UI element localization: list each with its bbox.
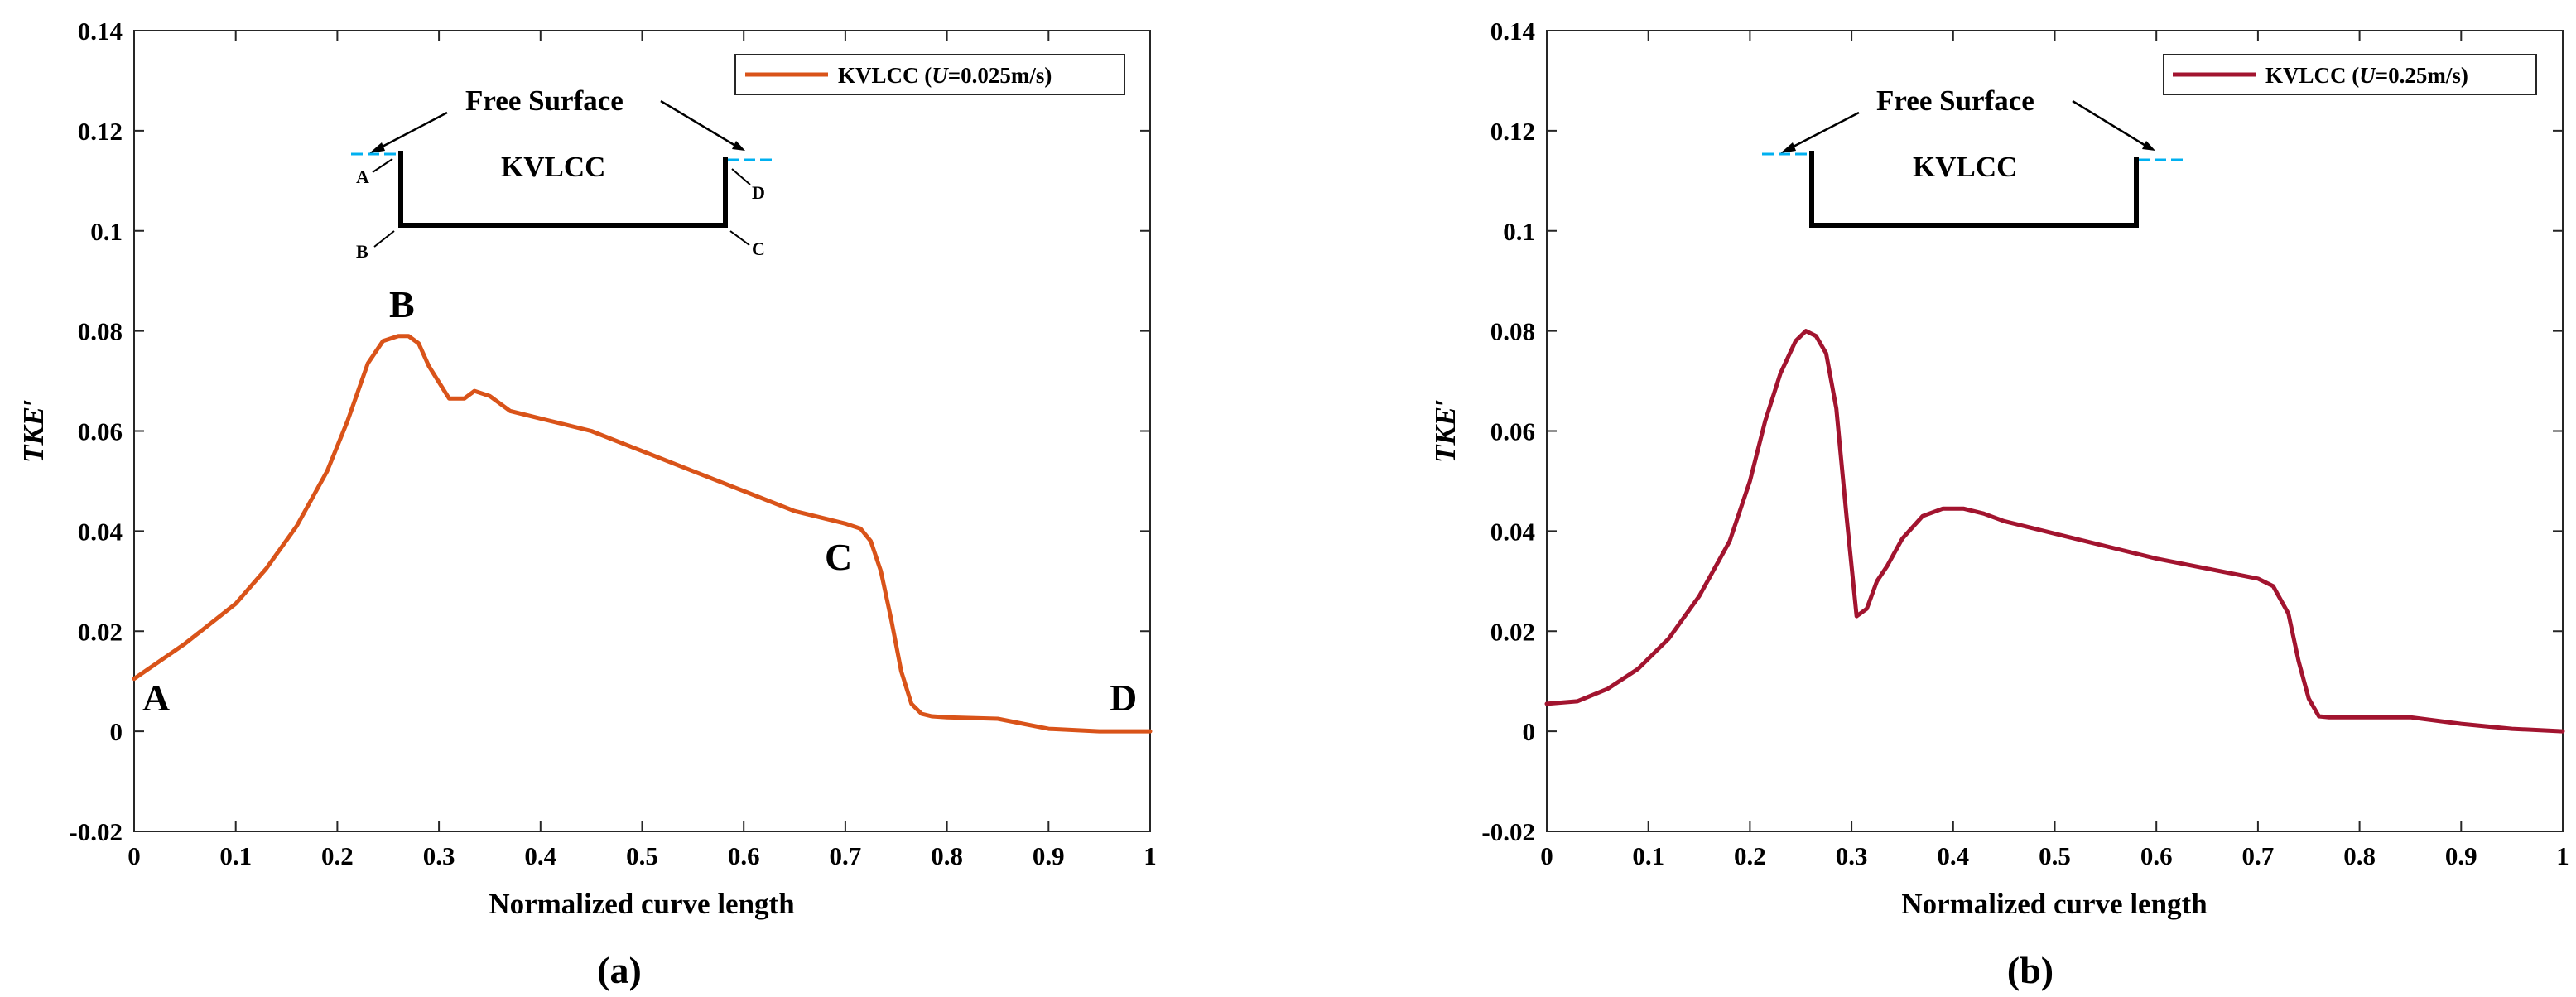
arrowhead-left-b (1780, 142, 1796, 153)
inset-corner-b: B (356, 241, 368, 262)
x-tick-label-b: 0.6 (2140, 841, 2173, 870)
y-tick-label-b: 0.04 (1490, 517, 1535, 546)
panel-label-a: (a) (597, 949, 642, 991)
hull-outline-a (398, 151, 728, 228)
hull-outline-b (1809, 151, 2139, 228)
inset-arrow-a (372, 158, 393, 173)
x-tick-label-a: 0.2 (321, 841, 354, 870)
x-tick-label-a: 0.9 (1033, 841, 1065, 870)
y-tick-label-b: 0.1 (1503, 217, 1535, 246)
y-tick-label-a: 0.06 (78, 417, 123, 446)
y-tick-label-b: -0.02 (1481, 817, 1535, 846)
y-tick-label-b: 0.14 (1490, 17, 1535, 46)
free-surface-arrow-right-b (2072, 99, 2148, 148)
free-surface-arrow-right-a (660, 99, 738, 148)
hull-inset-a: Free Surface KVLCC A B C D (351, 84, 774, 262)
hull-inset-b: Free Surface KVLCC (1762, 84, 2186, 228)
x-tick-label-a: 0.4 (524, 841, 556, 870)
x-tick-label-b: 0.3 (1836, 841, 1868, 870)
y-tick-label-a: 0.04 (78, 517, 123, 546)
x-tick-label-a: 0.1 (219, 841, 252, 870)
x-tick-label-b: 0.9 (2445, 841, 2477, 870)
inset-corner-a: A (356, 166, 369, 187)
x-tick-label-a: 0.8 (931, 841, 963, 870)
point-label-c: C (825, 536, 852, 578)
inset-title-a: Free Surface (465, 84, 624, 117)
arrowhead-left-a (369, 142, 385, 153)
free-surface-arrow-left-b (1788, 111, 1860, 151)
x-tick-label-a: 0.3 (423, 841, 455, 870)
ticks-b: 0 0.1 0.2 0.3 0.4 0.5 0.6 0.7 0.8 0.9 1-0.0200.020… (1481, 17, 2569, 870)
chart-panel-b: 0 0.1 0.2 0.3 0.4 0.5 0.6 0.7 0.8 0.9 1-0.0200.020… (1429, 17, 2569, 991)
arrowhead-right-b (2142, 141, 2155, 151)
y-tick-label-b: 0 (1523, 717, 1536, 746)
x-tick-label-a: 0 (128, 841, 141, 870)
panel-label-b: (b) (2007, 949, 2054, 991)
y-tick-label-b: 0.08 (1490, 317, 1535, 346)
inset-arrow-b (373, 230, 395, 248)
y-tick-label-b: 0.12 (1490, 117, 1535, 146)
y-tick-label-a: -0.02 (69, 817, 123, 846)
plot-area-b (1546, 30, 2564, 832)
inset-arrow-c (729, 230, 750, 246)
series-line-b (1544, 329, 2565, 734)
inset-corner-d: D (752, 182, 765, 203)
inset-body-b: KVLCC (1913, 151, 2017, 183)
chart-panel-a: 0 0.1 0.2 0.3 0.4 0.5 0.6 0.7 0.8 0.9 1-0.0200.020… (17, 17, 1157, 991)
x-tick-label-b: 1 (2556, 841, 2569, 870)
point-label-b: B (389, 283, 415, 325)
y-tick-label-a: 0.14 (78, 17, 123, 46)
y-tick-label-a: 0 (110, 717, 123, 746)
y-tick-label-a: 0.02 (78, 617, 123, 646)
point-label-d: D (1110, 677, 1137, 719)
y-axis-label-a: TKE′ (17, 398, 50, 463)
inset-arrow-d (731, 168, 751, 185)
inset-body-a: KVLCC (501, 151, 605, 183)
x-tick-label-a: 0.6 (728, 841, 760, 870)
y-tick-label-b: 0.06 (1490, 417, 1535, 446)
x-tick-label-a: 0.5 (626, 841, 658, 870)
x-tick-label-b: 0.5 (2039, 841, 2071, 870)
x-tick-label-a: 1 (1144, 841, 1157, 870)
x-tick-label-b: 0.1 (1632, 841, 1664, 870)
legend-label-a: KVLCC (U=0.025m/s) (838, 63, 1052, 88)
x-tick-label-b: 0 (1540, 841, 1553, 870)
legend-label-b: KVLCC (U=0.25m/s) (2265, 63, 2468, 88)
arrowhead-right-a (732, 141, 745, 151)
y-tick-label-a: 0.12 (78, 117, 123, 146)
y-axis-label-b: TKE′ (1429, 398, 1461, 463)
y-tick-label-b: 0.02 (1490, 617, 1535, 646)
x-tick-label-b: 0.8 (2343, 841, 2376, 870)
x-axis-label-b: Normalized curve length (1901, 888, 2207, 920)
series-line-a (132, 334, 1153, 734)
inset-corner-c: C (752, 238, 765, 259)
y-tick-label-a: 0.1 (90, 217, 123, 246)
x-axis-label-a: Normalized curve length (489, 888, 794, 920)
x-tick-label-b: 0.4 (1937, 841, 1969, 870)
ticks-a: 0 0.1 0.2 0.3 0.4 0.5 0.6 0.7 0.8 0.9 1-0.0200.020… (69, 17, 1156, 870)
free-surface-arrow-left-a (377, 111, 448, 151)
y-tick-label-a: 0.08 (78, 317, 123, 346)
inset-title-b: Free Surface (1876, 84, 2034, 117)
x-tick-label-b: 0.7 (2242, 841, 2275, 870)
plot-area-a (133, 30, 1151, 832)
x-tick-label-b: 0.2 (1734, 841, 1766, 870)
x-tick-label-a: 0.7 (830, 841, 862, 870)
point-label-a: A (142, 677, 170, 719)
